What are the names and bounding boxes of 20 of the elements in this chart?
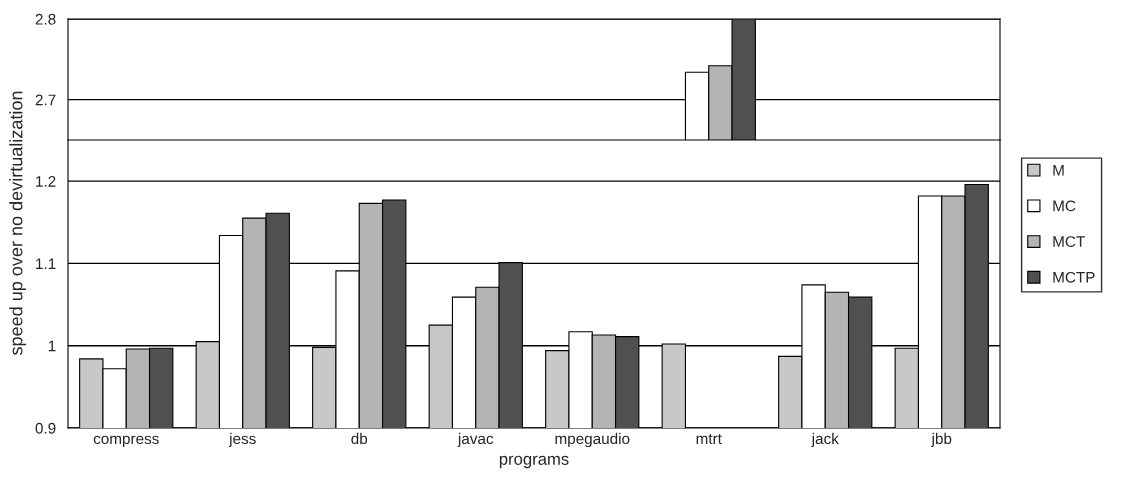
y-tick-label: 2.7 [35, 94, 56, 106]
x-tick-label: jack [811, 432, 839, 448]
x-tick-label: db [351, 432, 368, 445]
y-tick-label: 0.9 [35, 422, 56, 434]
legend-label: MCTP [1053, 271, 1095, 283]
legend-label: MC [1053, 200, 1076, 212]
x-tick-label: javac [457, 432, 494, 448]
legend-label: MCT [1053, 236, 1085, 247]
x-tick-label: mtrt [696, 434, 722, 445]
y-tick-label: 1.2 [36, 176, 56, 187]
y-axis-title: speed up over no devirtualization [9, 91, 27, 355]
y-tick-label: 1 [48, 340, 56, 352]
x-tick-label: mpegaudio [555, 432, 630, 448]
y-tick-label: 2.8 [35, 13, 56, 25]
x-tick-label: compress [93, 435, 159, 448]
x-tick-label: jess [228, 432, 256, 448]
legend-label: M [1053, 164, 1064, 176]
x-axis-title: programs [499, 455, 569, 469]
x-tick-label: jbb [931, 432, 952, 448]
y-tick-label: 1.1 [36, 258, 56, 269]
